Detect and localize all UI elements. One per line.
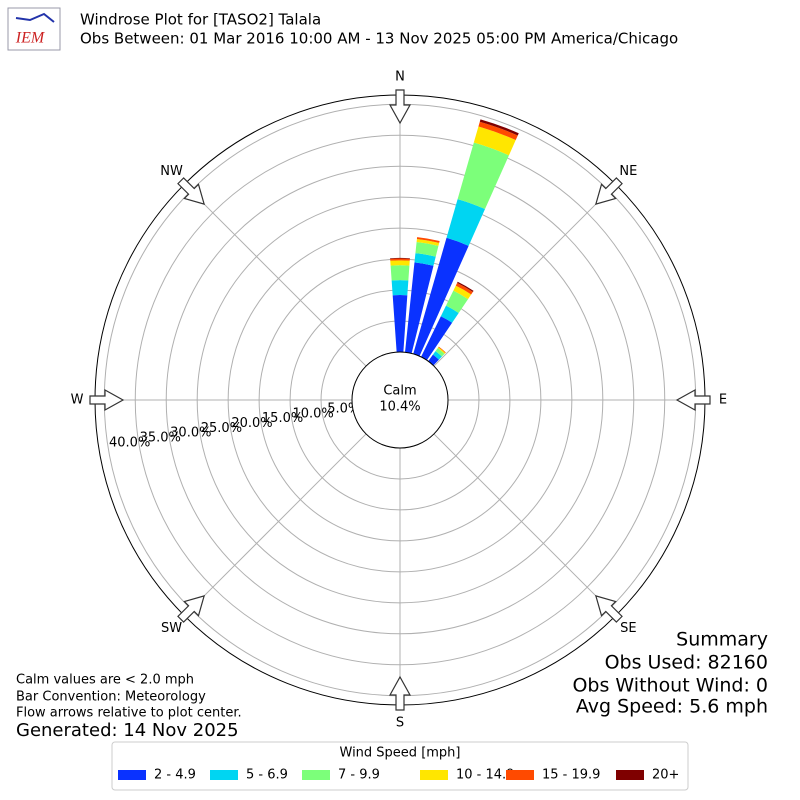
x-tick-label: S (396, 716, 404, 731)
calm-value: 10.4% (379, 400, 420, 415)
flow-arrow (177, 594, 206, 623)
flow-arrow (675, 388, 711, 412)
bar-segment (478, 121, 518, 141)
x-tick-label: NE (619, 164, 637, 179)
summary: Summary (676, 629, 768, 651)
bar-segment (390, 258, 410, 261)
legend-label: 2 - 4.9 (154, 768, 196, 783)
legend-box (111, 741, 689, 791)
bar-segment (421, 316, 453, 361)
flow-arrow (89, 388, 125, 412)
legend-swatch (118, 770, 146, 780)
flow-arrow (177, 177, 206, 206)
bar-segment (391, 280, 409, 296)
flow-arrow (388, 675, 412, 711)
bar-segment (455, 282, 473, 295)
bar-segment (473, 126, 516, 156)
legend-label: 20+ (652, 768, 679, 783)
flow-arrow (388, 89, 412, 125)
y-tick-label: 30.0% (170, 426, 211, 441)
legend-label: 5 - 6.9 (246, 768, 288, 783)
x-tick-label: E (719, 393, 727, 408)
bar-segment (390, 257, 410, 259)
bar-segment (415, 242, 439, 257)
x-tick-label: W (71, 393, 84, 408)
grid-spoke (183, 183, 367, 367)
note: Flow arrows relative to plot center. (16, 706, 242, 721)
y-tick-label: 15.0% (262, 411, 303, 426)
logo-frame (7, 7, 61, 51)
bar-segment (414, 253, 436, 266)
bar-segment (392, 295, 408, 353)
logo-line (15, 12, 55, 23)
legend-swatch (506, 770, 534, 780)
legend-swatch (616, 770, 644, 780)
generated: Generated: 14 Nov 2025 (16, 720, 239, 741)
logo-text: IEM (15, 30, 46, 47)
bar-segment (457, 142, 509, 210)
bar-segment (446, 199, 486, 246)
grid-spoke (183, 433, 367, 617)
y-tick-label: 25.0% (201, 421, 242, 436)
bar-segment (446, 290, 469, 313)
flow-arrow (594, 594, 623, 623)
bar-segment (390, 265, 410, 281)
note: Calm values are < 2.0 mph (16, 673, 194, 688)
bar-segment (479, 119, 519, 136)
summary: Obs Without Wind: 0 (572, 675, 768, 697)
flow-arrow (594, 177, 623, 206)
x-tick-label: SW (161, 621, 182, 636)
x-tick-label: SE (620, 621, 636, 636)
bar-segment (435, 348, 445, 357)
grid-spoke (433, 183, 617, 367)
calm-label: Calm (383, 384, 416, 399)
bar-segment (438, 346, 446, 353)
bar-segment (390, 260, 410, 266)
legend-title: Wind Speed [mph] (340, 746, 461, 761)
summary: Avg Speed: 5.6 mph (576, 696, 768, 718)
legend-swatch (210, 770, 238, 780)
legend-label: 10 - 14.9 (456, 768, 514, 783)
x-tick-label: NW (160, 164, 183, 179)
legend-swatch (420, 770, 448, 780)
chart-title: Windrose Plot for [TASO2] Talala (80, 11, 321, 29)
calm-circle (351, 351, 449, 449)
bar-segment (440, 305, 459, 323)
bar-segment (457, 281, 474, 292)
chart-subtitle: Obs Between: 01 Mar 2016 10:00 AM - 13 N… (80, 30, 678, 48)
bar-segment (432, 351, 442, 360)
x-tick-label: N (395, 70, 405, 85)
y-tick-label: 35.0% (140, 430, 181, 445)
bar-segment (416, 238, 440, 246)
bar-segment (453, 285, 472, 300)
note: Bar Convention: Meteorology (16, 690, 206, 705)
logo: IEM (7, 7, 61, 51)
grid-spoke (433, 433, 617, 617)
bar-segment (405, 262, 434, 354)
legend-swatch (302, 770, 330, 780)
y-tick-label: 10.0% (292, 406, 333, 421)
bar-segment (413, 237, 469, 357)
y-tick-label: 20.0% (231, 416, 272, 431)
summary: Obs Used: 82160 (605, 652, 768, 674)
y-tick-label: 40.0% (109, 435, 150, 450)
bar-segment (437, 347, 446, 354)
bar-segment (416, 237, 440, 243)
legend-label: 7 - 9.9 (338, 768, 380, 783)
legend-label: 15 - 19.9 (542, 768, 600, 783)
